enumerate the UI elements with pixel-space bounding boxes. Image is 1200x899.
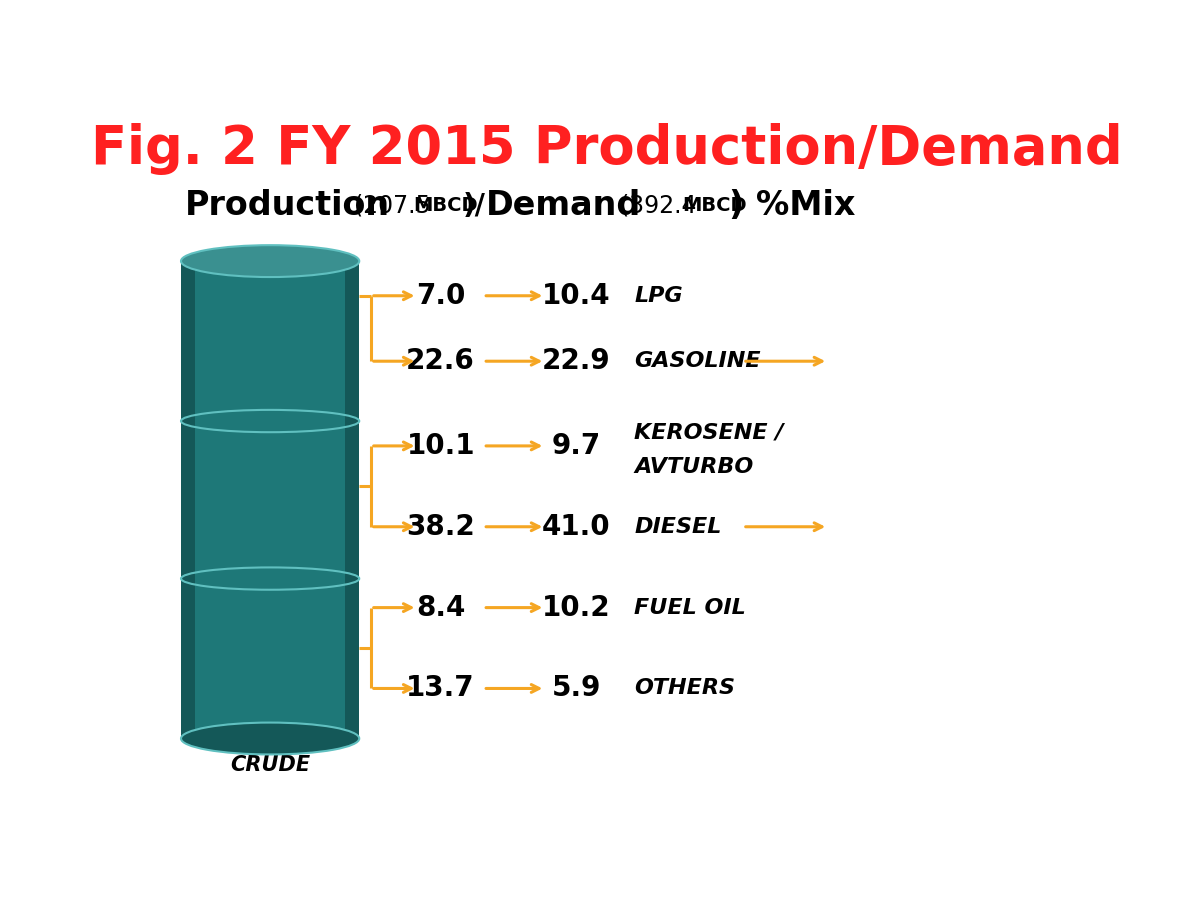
Text: 5.9: 5.9 [552,674,601,702]
Text: LPG: LPG [635,286,683,306]
Ellipse shape [181,723,359,754]
Text: 10.2: 10.2 [542,593,611,621]
Text: KEROSENE /: KEROSENE / [635,422,784,442]
Bar [181,261,359,738]
Text: )/: )/ [462,191,485,219]
Text: Demand: Demand [486,189,641,222]
Text: 10.1: 10.1 [407,432,475,460]
Text: ) %Mix: ) %Mix [728,189,856,222]
Text: (207.5: (207.5 [354,193,438,218]
Text: AVTURBO: AVTURBO [635,458,754,477]
Text: CRUDE: CRUDE [230,755,310,776]
Text: (392.4: (392.4 [620,193,704,218]
Bar [344,261,359,738]
Text: 38.2: 38.2 [407,512,475,541]
Text: Production: Production [185,189,390,222]
Text: MBCD: MBCD [683,196,748,215]
Text: GASOLINE: GASOLINE [635,352,761,371]
Ellipse shape [181,245,359,277]
Bar [181,261,196,738]
Text: 22.6: 22.6 [407,347,475,375]
Text: DIESEL: DIESEL [635,517,721,537]
Text: 10.4: 10.4 [542,281,611,310]
Text: OTHERS: OTHERS [635,679,736,699]
Text: 7.0: 7.0 [416,281,466,310]
Text: 22.9: 22.9 [542,347,611,375]
Text: 9.7: 9.7 [552,432,601,460]
Text: 8.4: 8.4 [416,593,466,621]
Text: FUEL OIL: FUEL OIL [635,598,746,618]
Text: 41.0: 41.0 [542,512,611,541]
Text: MBCD: MBCD [414,196,478,215]
Text: Fig. 2 FY 2015 Production/Demand: Fig. 2 FY 2015 Production/Demand [91,123,1123,175]
Text: 13.7: 13.7 [407,674,475,702]
